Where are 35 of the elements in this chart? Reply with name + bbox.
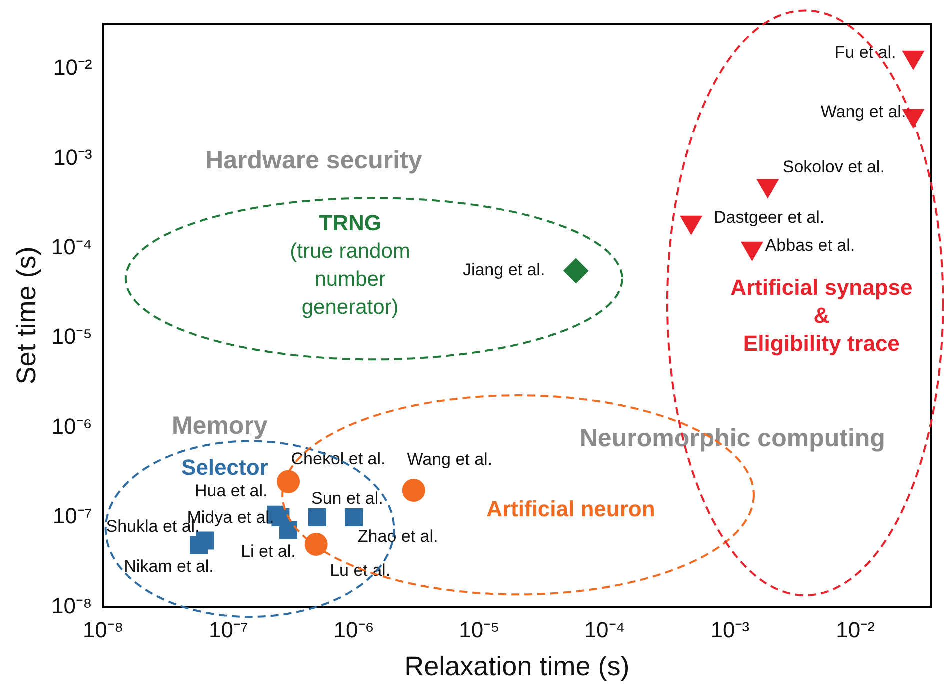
annotation: Dastgeer et al.: [714, 208, 825, 228]
y-tick-label: 10⁻³: [54, 144, 92, 170]
text: Artificial neuron: [486, 496, 656, 522]
x-tick-label: 10⁻⁵: [459, 617, 500, 642]
annotation: Abbas et al.: [765, 236, 856, 256]
annotation: Zhao et al.: [358, 527, 438, 546]
series-label: Selector: [182, 455, 269, 480]
x-tick-label: 10⁻³: [710, 617, 750, 642]
y-tick-label: 10⁻⁵: [52, 324, 92, 350]
x-axis-title: Relaxation time (s): [404, 651, 630, 682]
text: TRNG (true random number generator): [290, 210, 410, 319]
y-tick-label: 10⁻²: [54, 55, 92, 80]
x-tick-label: 10⁻⁸: [82, 617, 124, 642]
x-tick-label: 10⁻²: [836, 617, 875, 642]
y-tick-label: 10⁻⁷: [52, 504, 92, 529]
series-label: Artificial synapse & Eligibility trace: [730, 274, 913, 356]
x-tick-label: 10⁻⁴: [584, 617, 626, 642]
y-tick-label: 10⁻⁶: [52, 414, 92, 439]
annotation: Sokolov et al.: [782, 157, 885, 176]
annotation: Sun et al.: [311, 489, 384, 508]
x-tick-label: 10⁻⁷: [208, 617, 248, 642]
annotation: Li et al.: [241, 542, 296, 561]
annotation: Hardware security: [206, 146, 422, 174]
y-axis-title: Set time (s): [12, 246, 42, 385]
annotation: Wang et al.: [407, 450, 493, 470]
y-tick-label: 10⁻⁴: [51, 234, 92, 260]
annotation: Nikam et al.: [124, 556, 214, 576]
annotation: Fu et al.: [834, 43, 896, 62]
annotation: Hua et al.: [194, 482, 268, 501]
annotation: Chekol et al.: [291, 449, 386, 468]
annotation: Memory: [172, 412, 268, 440]
y-tick-label: 10⁻⁸: [52, 593, 92, 618]
annotation: Wang et al.: [820, 102, 906, 122]
x-tick-label: 10⁻⁶: [334, 617, 374, 642]
annotation: Jiang et al.: [462, 260, 546, 280]
